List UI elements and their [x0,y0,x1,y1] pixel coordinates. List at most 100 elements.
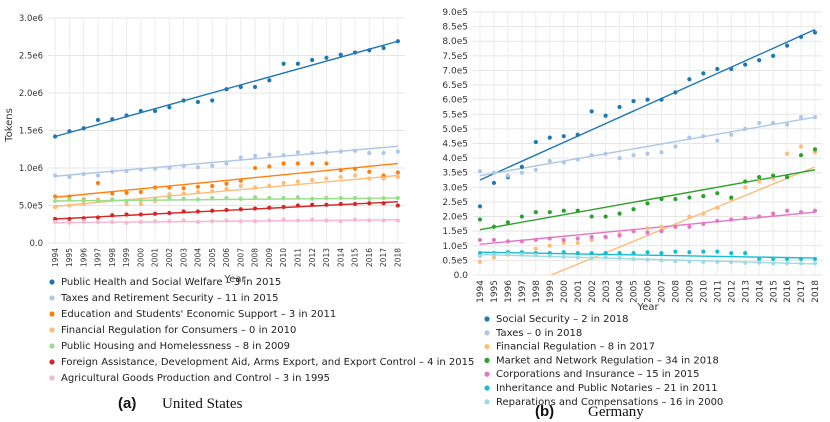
data-point [267,152,272,157]
data-point [267,183,272,189]
x-tick-label: 1998 [532,280,542,303]
data-point [210,208,215,213]
x-tick-label: 2015 [769,280,779,303]
data-point [381,218,386,223]
y-axis-label: Tokens [4,108,15,143]
data-point [281,195,286,201]
data-point [210,219,215,224]
x-tick-label: 2008 [672,280,682,303]
data-point [673,90,678,95]
x-tick-label: 2002 [165,248,174,267]
data-points [53,39,400,225]
data-point [533,139,538,145]
x-tick-label: 2005 [208,248,217,267]
x-tick-label: 2017 [797,280,807,303]
data-point [589,214,594,219]
data-point [715,138,720,143]
legend-marker [49,343,55,349]
data-point [589,153,594,158]
data-point [267,205,272,210]
data-point [167,185,172,190]
data-point [645,250,650,255]
data-point [729,260,734,265]
data-point [81,219,86,224]
x-tick-label: 1996 [504,280,514,303]
x-tick-label: 1995 [65,248,74,267]
data-point [53,216,58,222]
data-point [224,195,229,201]
data-point [547,135,552,140]
data-point [338,201,343,207]
data-point [153,211,158,216]
data-point [477,169,483,174]
data-point [310,217,315,222]
data-point [267,195,272,201]
x-tick-label: 2004 [194,248,203,267]
legend-label: Public Housing and Homelessness – 8 in 2… [61,341,290,352]
x-axis-label: Year [636,302,659,313]
data-point [798,115,804,120]
data-point [673,196,678,202]
data-point [67,174,72,180]
data-point [743,185,748,190]
data-point [589,234,594,240]
data-point [771,256,776,262]
data-point [645,151,650,156]
data-point [771,120,776,126]
data-point [53,198,58,204]
legend-label: Taxes and Retirement Security – 11 in 20… [60,293,279,304]
data-point [603,214,608,219]
data-point [224,207,229,213]
y-tick-label: 7.0e5 [442,66,468,76]
data-point [110,213,115,218]
data-point [575,255,580,260]
data-point [138,201,143,207]
data-point [645,226,650,231]
data-point [477,250,483,256]
data-point [812,208,818,213]
legend-label: Taxes – 0 in 2018 [495,328,582,339]
data-point [367,169,372,174]
data-point [181,196,186,201]
data-point [338,52,343,57]
data-point [210,195,215,201]
data-point [395,195,400,201]
legend-marker [484,316,490,322]
data-point [224,181,229,186]
data-point [181,191,186,196]
data-point [238,155,243,160]
data-point [381,45,386,51]
data-point [491,237,497,243]
data-point [477,259,483,264]
data-point [395,149,400,154]
x-tick-label: 2010 [279,248,288,267]
data-point [324,195,329,201]
data-point [110,117,115,122]
data-point [645,257,650,262]
data-point [798,210,804,215]
legend-marker [49,311,55,317]
y-tick-labels: 0.0 5.0e5 1.0e6 1.5e6 2.0e6 2.5e6 3.0e6 [19,14,43,249]
data-point [617,250,622,256]
data-point [195,209,201,214]
data-point [81,171,86,177]
data-point [167,210,172,216]
data-point [324,161,329,166]
data-point [395,174,400,180]
data-point [603,255,608,260]
data-point [138,167,143,172]
data-point [367,176,372,181]
data-point [367,218,372,223]
y-tick-label: 8.5e5 [442,23,468,33]
data-point [715,191,720,196]
data-point [167,192,172,197]
data-point [181,209,186,214]
y-tick-label: 0.5e5 [442,256,468,266]
x-tick-label: 1996 [79,248,88,267]
data-point [729,217,734,222]
data-point [533,210,538,215]
data-point [367,196,372,201]
data-point [533,253,538,258]
x-tick-label: 2015 [351,248,360,267]
data-point [589,255,594,261]
